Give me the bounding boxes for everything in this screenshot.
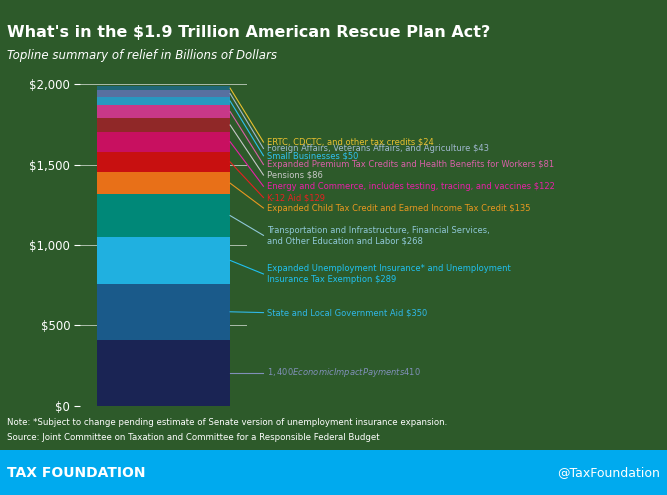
Text: TAX FOUNDATION: TAX FOUNDATION (7, 466, 145, 480)
Text: K-12 Aid $129: K-12 Aid $129 (267, 193, 325, 202)
Text: Expanded Unemployment Insurance* and Unemployment
Insurance Tax Exemption $289: Expanded Unemployment Insurance* and Une… (267, 264, 510, 284)
Bar (97, 132, 230, 151)
Text: State and Local Government Aid $350: State and Local Government Aid $350 (267, 308, 427, 317)
Text: ERTC, CDCTC, and other tax credits $24: ERTC, CDCTC, and other tax credits $24 (267, 138, 434, 147)
Text: Source: Joint Committee on Taxation and Committee for a Responsible Federal Budg: Source: Joint Committee on Taxation and … (7, 433, 380, 442)
Text: Expanded Child Tax Credit and Earned Income Tax Credit $135: Expanded Child Tax Credit and Earned Inc… (267, 203, 530, 212)
Text: Expanded Premium Tax Credits and Health Benefits for Workers $81: Expanded Premium Tax Credits and Health … (267, 160, 554, 169)
Text: @TaxFoundation: @TaxFoundation (558, 466, 660, 479)
Bar (97, 105, 230, 118)
Text: Energy and Commerce, includes testing, tracing, and vaccines $122: Energy and Commerce, includes testing, t… (267, 182, 555, 191)
Text: Pensions $86: Pensions $86 (267, 171, 323, 180)
Bar (97, 284, 230, 340)
Bar (97, 118, 230, 132)
Bar (97, 172, 230, 194)
Text: Transportation and Infrastructure, Financial Services,
and Other Education and L: Transportation and Infrastructure, Finan… (267, 226, 490, 245)
Bar (97, 340, 230, 406)
Bar (97, 151, 230, 172)
Text: Foreign Affairs, Veterans Affairs, and Agriculture $43: Foreign Affairs, Veterans Affairs, and A… (267, 144, 489, 153)
Bar (97, 194, 230, 237)
Bar (97, 90, 230, 97)
Bar (97, 97, 230, 105)
Text: What's in the $1.9 Trillion American Rescue Plan Act?: What's in the $1.9 Trillion American Res… (7, 25, 490, 40)
Text: Topline summary of relief in Billions of Dollars: Topline summary of relief in Billions of… (7, 49, 277, 62)
Bar (97, 86, 230, 90)
Bar (97, 237, 230, 284)
Text: Small Businesses $50: Small Businesses $50 (267, 151, 358, 160)
Text: $1,400 Economic Impact Payments $410: $1,400 Economic Impact Payments $410 (267, 366, 421, 380)
Text: Note: *Subject to change pending estimate of Senate version of unemployment insu: Note: *Subject to change pending estimat… (7, 418, 447, 427)
